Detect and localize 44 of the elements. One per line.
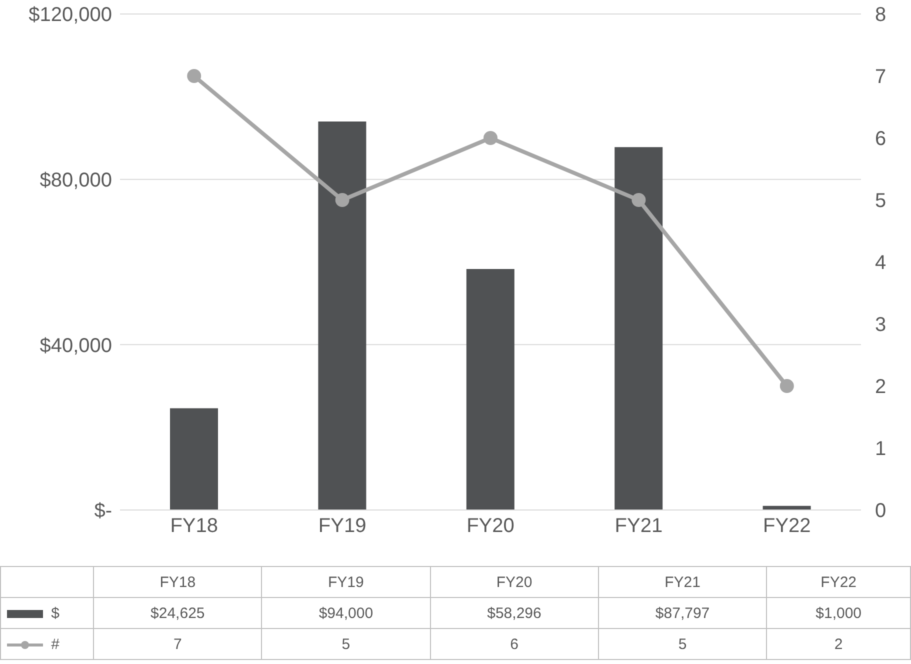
y2-tick-label: 3: [875, 314, 886, 336]
x-tick-label: FY21: [614, 515, 663, 538]
data-label: $58,296: [430, 598, 598, 628]
y-tick-label: $120,000: [28, 4, 112, 26]
y2-tick-label: 0: [875, 500, 886, 522]
y-tick-label: $40,000: [40, 334, 112, 357]
bar: [614, 147, 663, 510]
point: [484, 131, 498, 145]
category-label: FY19: [328, 574, 364, 590]
x-tick-label: FY19: [318, 515, 366, 538]
data-label: 6: [430, 628, 598, 660]
bar: [318, 121, 366, 510]
y2-tick-label: 7: [875, 66, 886, 88]
point: [780, 379, 794, 393]
bar: [170, 408, 218, 510]
data-label: 5: [598, 628, 767, 660]
category-label: FY20: [496, 574, 532, 590]
data-label: $87,797: [598, 598, 767, 628]
category-label: FY21: [664, 574, 700, 590]
category-label: FY18: [160, 574, 196, 590]
point: [187, 69, 202, 83]
point: [335, 193, 350, 207]
x-tick-label: FY18: [170, 515, 218, 538]
data-label: $1,000: [766, 598, 910, 628]
y2-tick-label: 1: [875, 438, 886, 460]
data-label: 2: [766, 628, 910, 660]
legend-label: $: [51, 604, 60, 622]
y2-tick-label: 6: [875, 128, 886, 150]
data-label: $94,000: [262, 598, 430, 628]
data-label: 5: [262, 628, 430, 660]
y2-tick-label: 5: [875, 190, 886, 212]
data-label: 7: [94, 628, 262, 660]
category-label: FY22: [820, 574, 857, 590]
data-label: $24,625: [94, 598, 262, 628]
x-tick-label: FY22: [762, 515, 811, 538]
y-tick-label: $-: [94, 500, 112, 522]
y2-tick-label: 4: [875, 252, 886, 274]
y2-tick-label: 8: [875, 4, 886, 26]
point: [632, 193, 646, 207]
y-tick-label: $80,000: [40, 169, 112, 192]
legend-label: #: [51, 636, 60, 652]
x-tick-label: FY20: [466, 515, 514, 538]
bar: [466, 269, 514, 510]
y2-tick-label: 2: [875, 376, 886, 398]
